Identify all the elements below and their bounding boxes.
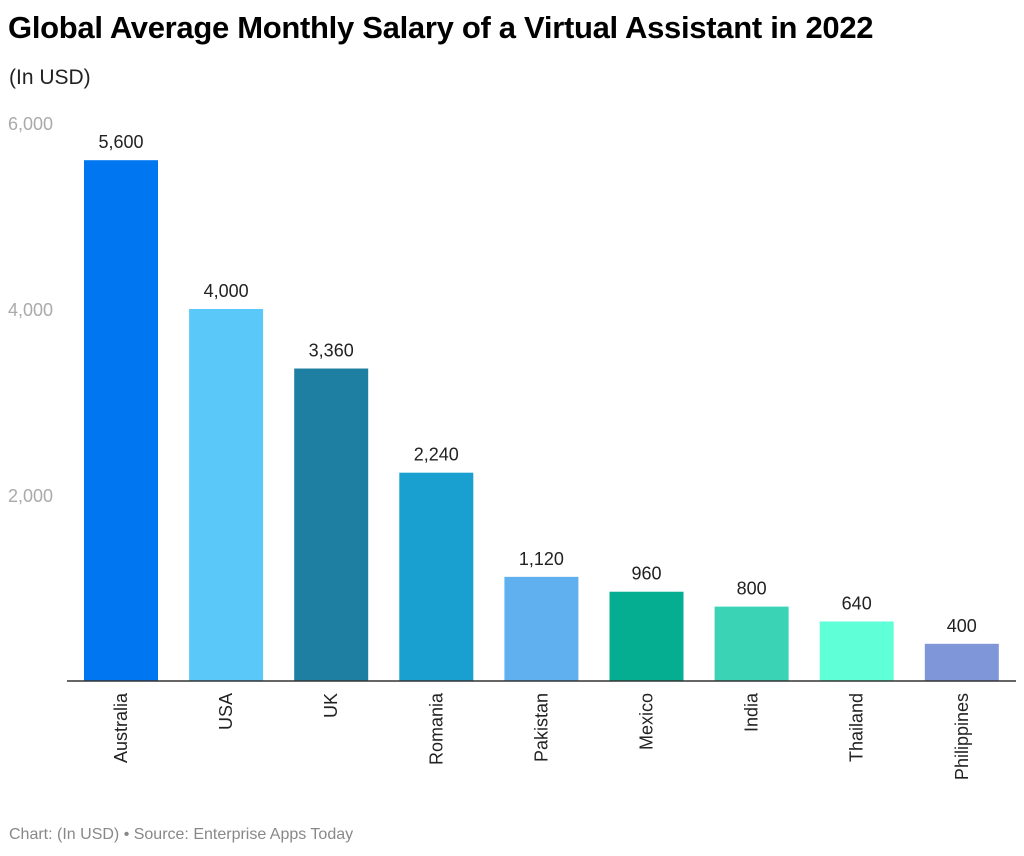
x-tick-label: UK: [321, 693, 341, 718]
data-label: 640: [842, 593, 872, 613]
x-tick-label: Mexico: [637, 693, 657, 750]
bar-australia: [84, 160, 158, 681]
bar-thailand: [819, 621, 894, 681]
x-tick-label: Pakistan: [531, 693, 551, 762]
bar-mexico: [609, 591, 684, 681]
bar-uk: [294, 368, 369, 681]
chart-subtitle: (In USD): [9, 66, 91, 89]
bar-india: [714, 606, 789, 681]
data-label: 1,120: [519, 549, 564, 569]
x-tick-label: India: [742, 692, 762, 732]
data-label: 5,600: [98, 132, 143, 152]
bar-usa: [189, 309, 264, 681]
chart-title: Global Average Monthly Salary of a Virtu…: [8, 10, 874, 45]
data-label: 960: [631, 564, 661, 584]
data-label: 4,000: [204, 281, 249, 301]
y-tick-label: 6,000: [8, 114, 53, 134]
x-tick-label: Romania: [426, 692, 446, 765]
y-tick-label: 2,000: [8, 486, 53, 506]
x-tick-label: Thailand: [847, 693, 867, 762]
bar-romania: [399, 472, 474, 681]
y-tick-label: 4,000: [8, 300, 53, 320]
bar-philippines: [924, 643, 999, 681]
data-label: 2,240: [414, 445, 459, 465]
data-label: 400: [947, 616, 977, 636]
x-tick-label: Australia: [111, 692, 131, 763]
x-tick-label: USA: [216, 693, 236, 730]
data-label: 800: [737, 579, 767, 599]
chart-footer: Chart: (In USD) • Source: Enterprise App…: [9, 826, 354, 843]
data-label: 3,360: [309, 341, 354, 361]
x-tick-label: Philippines: [952, 693, 972, 780]
bar-pakistan: [504, 576, 579, 681]
